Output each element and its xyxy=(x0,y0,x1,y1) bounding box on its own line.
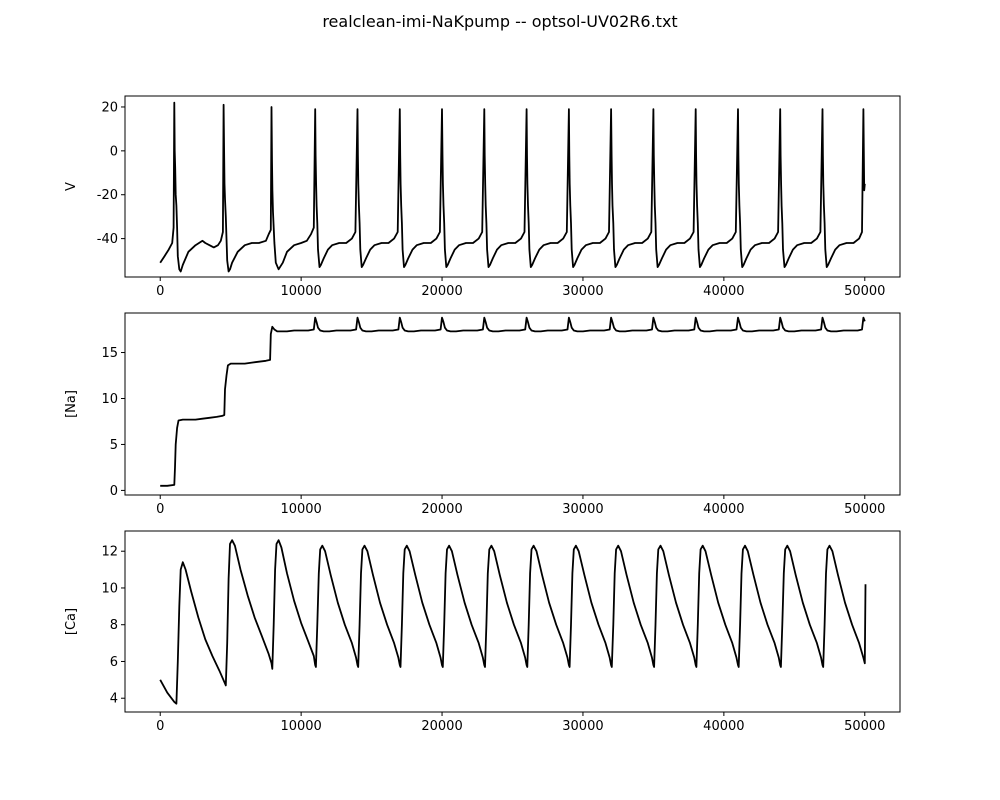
x-tick-label-ca: 50000 xyxy=(844,719,885,734)
series-line-v-0 xyxy=(159,101,866,273)
y-axis-label-ca: [Ca] xyxy=(64,608,79,635)
y-axis-label-na: [Na] xyxy=(64,390,79,418)
subplot-sodium: 0 10000 20000 30000 40000 50000 0 5 10 15 [Na] xyxy=(64,312,901,517)
x-tick-label-na: 50000 xyxy=(844,502,885,517)
x-tick-label-ca: 0 xyxy=(156,719,164,734)
x-tick-label-v: 0 xyxy=(156,284,164,299)
x-tick-label-ca: 30000 xyxy=(562,719,603,734)
x-tick-label-v: 50000 xyxy=(844,284,885,299)
y-tick-label-na: 0 xyxy=(110,484,118,499)
y-tick-label-ca: 6 xyxy=(110,655,118,670)
x-tick-label-na: 10000 xyxy=(280,502,321,517)
subplot-voltage: 0 10000 20000 30000 40000 50000 -40 -20 0 20 V xyxy=(64,95,901,299)
figure-title: realclean-imi-NaKpump -- optsol-UV02R6.t… xyxy=(322,12,678,31)
x-tick-label-ca: 40000 xyxy=(703,719,744,734)
y-tick-label-ca: 4 xyxy=(110,692,118,707)
axes-frame-ca xyxy=(124,530,901,713)
x-tick-label-ca: 20000 xyxy=(421,719,462,734)
y-tick-label-v: 0 xyxy=(110,144,118,159)
x-tick-label-v: 40000 xyxy=(703,284,744,299)
axes-frame-na xyxy=(124,312,901,496)
series-line-ca-0 xyxy=(159,539,867,705)
x-tick-label-v: 30000 xyxy=(562,284,603,299)
x-tick-label-na: 0 xyxy=(156,502,164,517)
x-tick-label-na: 40000 xyxy=(703,502,744,517)
y-axis-label-v: V xyxy=(64,182,79,191)
x-tick-label-v: 20000 xyxy=(421,284,462,299)
x-tick-label-na: 20000 xyxy=(421,502,462,517)
y-tick-label-ca: 10 xyxy=(101,581,118,596)
x-tick-label-ca: 10000 xyxy=(280,719,321,734)
y-tick-label-na: 15 xyxy=(101,346,118,361)
x-tick-label-na: 30000 xyxy=(562,502,603,517)
y-tick-label-v: 20 xyxy=(101,100,118,115)
y-tick-label-ca: 8 xyxy=(110,618,118,633)
y-tick-label-v: -20 xyxy=(97,188,118,203)
axes-frame-v xyxy=(124,95,901,278)
y-tick-label-na: 5 xyxy=(110,438,118,453)
y-tick-label-v: -40 xyxy=(97,232,118,247)
y-tick-label-ca: 12 xyxy=(101,545,118,560)
subplot-calcium: 0 10000 20000 30000 40000 50000 4 6 8 10 12 [Ca] xyxy=(64,530,901,734)
x-tick-label-v: 10000 xyxy=(280,284,321,299)
series-line-na-0 xyxy=(160,316,866,487)
y-tick-label-na: 10 xyxy=(101,392,118,407)
